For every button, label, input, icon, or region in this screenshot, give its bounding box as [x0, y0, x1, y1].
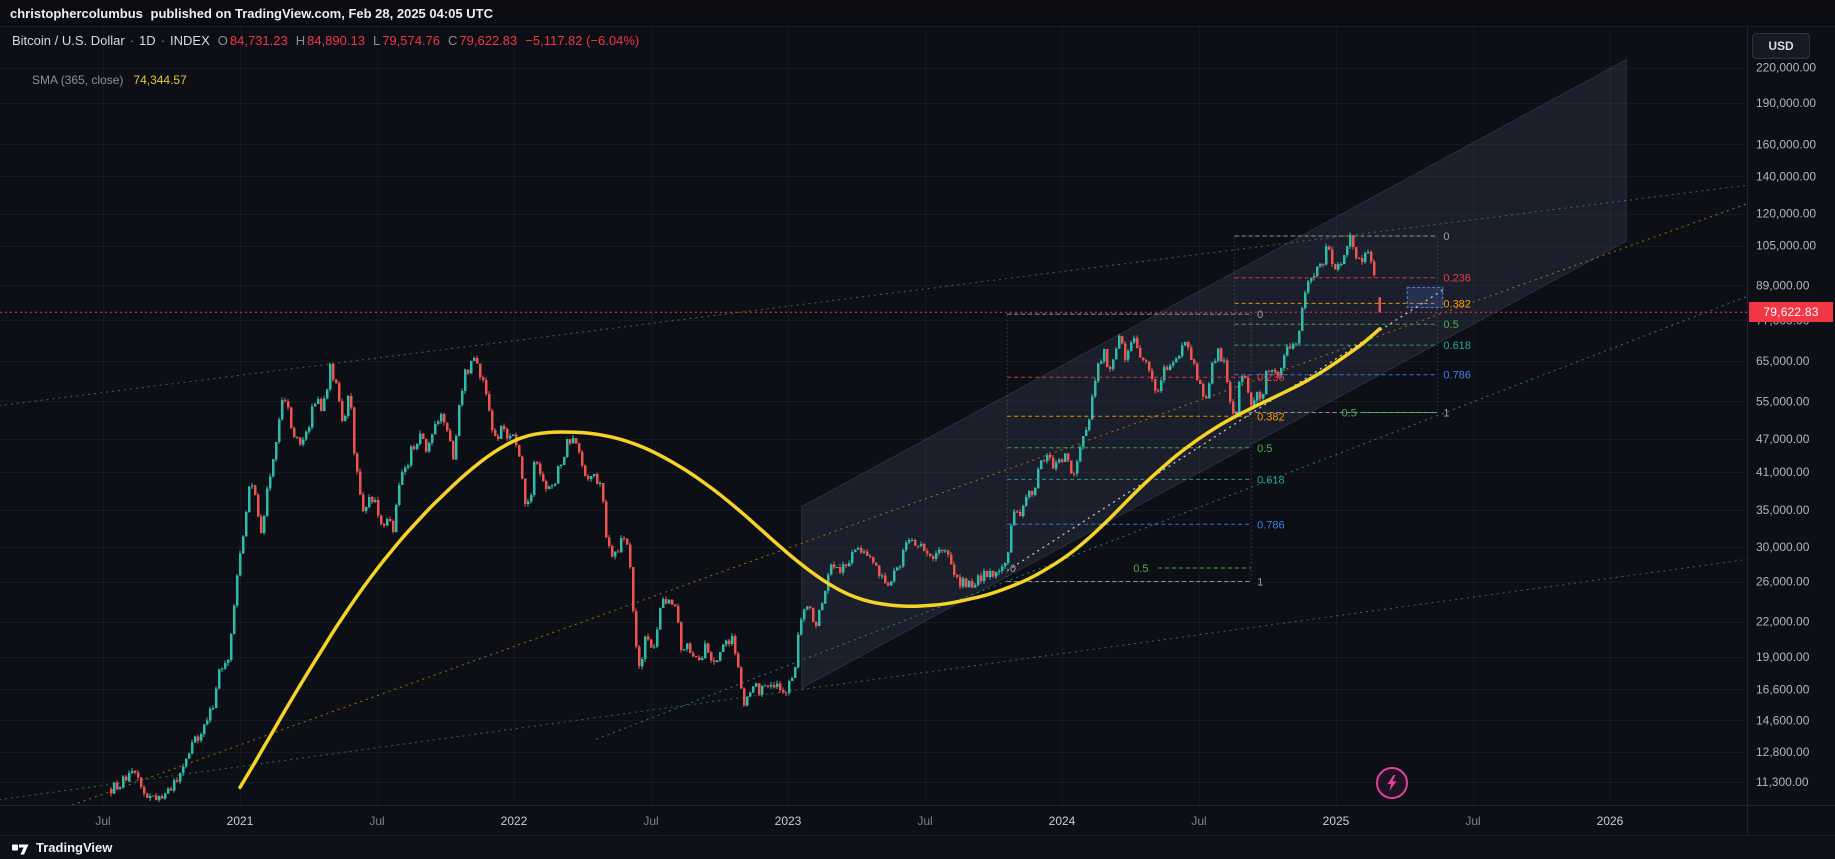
svg-text:16,600.00: 16,600.00 — [1756, 683, 1810, 697]
svg-text:Jul: Jul — [95, 814, 110, 828]
open-value: 84,731.23 — [229, 33, 288, 48]
exchange-label: INDEX — [170, 33, 210, 48]
svg-text:89,000.00: 89,000.00 — [1756, 279, 1810, 293]
publish-bar: christophercolumbus published on Trading… — [0, 0, 1835, 27]
low-value: 79,574.76 — [382, 33, 441, 48]
fib-level-label: 0.786 — [1443, 370, 1471, 382]
svg-text:47,000.00: 47,000.00 — [1756, 432, 1810, 446]
fib-level-label: 0.5 — [1257, 443, 1272, 455]
svg-text:41,000.00: 41,000.00 — [1756, 465, 1810, 479]
change-value: −5,117.82 (−6.04%) — [525, 33, 640, 48]
fib-extra-label: 0.5 — [1133, 563, 1148, 575]
tradingview-brand-text: TradingView — [36, 840, 113, 855]
svg-text:120,000.00: 120,000.00 — [1756, 207, 1816, 221]
boost-button[interactable] — [1376, 767, 1408, 799]
svg-text:2021: 2021 — [227, 814, 254, 828]
fib-level-label: 0.618 — [1257, 474, 1285, 486]
trend-channel — [801, 58, 1627, 689]
sma-value: 74,344.57 — [133, 73, 187, 87]
svg-text:Jul: Jul — [1191, 814, 1206, 828]
svg-text:2022: 2022 — [501, 814, 528, 828]
fib-level-label: 0.618 — [1443, 340, 1471, 352]
svg-text:55,000.00: 55,000.00 — [1756, 394, 1810, 408]
svg-text:35,000.00: 35,000.00 — [1756, 503, 1810, 517]
svg-text:22,000.00: 22,000.00 — [1756, 615, 1810, 629]
fib-extra-label: 0 — [1010, 563, 1016, 575]
svg-text:Jul: Jul — [369, 814, 384, 828]
fib-level-label: 0 — [1257, 309, 1263, 321]
price-axis[interactable]: 220,000.00 190,000.00 160,000.00 140,000.00… — [1756, 61, 1816, 789]
trendlines — [0, 184, 1747, 805]
svg-text:2024: 2024 — [1049, 814, 1076, 828]
sma-legend-label[interactable]: SMA (365, close) — [32, 73, 124, 87]
close-value: 79,622.83 — [459, 33, 518, 48]
grid — [0, 26, 1747, 805]
fib-level-label: 0.236 — [1257, 372, 1285, 384]
footer-bar: TradingView — [0, 835, 1835, 859]
selected-fib-label-box[interactable] — [1406, 286, 1444, 309]
svg-text:65,000.00: 65,000.00 — [1756, 354, 1810, 368]
legend-separator: · — [129, 33, 135, 48]
fib-level-label: 0.236 — [1443, 273, 1471, 285]
svg-text:26,000.00: 26,000.00 — [1756, 575, 1810, 589]
svg-text:Jul: Jul — [917, 814, 932, 828]
svg-text:2023: 2023 — [775, 814, 802, 828]
fib-level-label: 0.382 — [1257, 411, 1285, 423]
svg-text:30,000.00: 30,000.00 — [1756, 540, 1810, 554]
svg-text:11,300.00: 11,300.00 — [1756, 775, 1809, 789]
open-label: O — [217, 33, 228, 48]
fib-level-label: 0 — [1443, 231, 1449, 243]
lightning-bolt-icon — [1387, 775, 1397, 791]
fib-retracement-2: 0 0.236 0.382 0.5 0.618 0.786 1 — [1234, 231, 1471, 420]
fib-level-label: 1 — [1443, 408, 1449, 420]
indicator-legend-row: SMA (365, close) 74,344.57 — [12, 53, 639, 107]
svg-text:190,000.00: 190,000.00 — [1756, 96, 1816, 110]
svg-text:Jul: Jul — [1465, 814, 1480, 828]
last-price-axis-label: 79,622.83 — [1749, 302, 1833, 322]
chart-legend: Bitcoin / U.S. Dollar · 1D · INDEX O 84,731.23… — [12, 32, 639, 107]
svg-text:14,600.00: 14,600.00 — [1756, 713, 1810, 727]
symbol-title[interactable]: Bitcoin / U.S. Dollar — [12, 33, 125, 48]
fib-level-label: 1 — [1257, 577, 1263, 589]
svg-text:12,800.00: 12,800.00 — [1756, 745, 1810, 759]
tradingview-home-link[interactable]: TradingView — [12, 840, 112, 855]
svg-text:2026: 2026 — [1597, 814, 1624, 828]
tradingview-logo-icon — [12, 844, 29, 855]
close-label: C — [448, 33, 458, 48]
symbol-legend-row: Bitcoin / U.S. Dollar · 1D · INDEX O 84,731.23… — [12, 32, 639, 50]
fib-retracement-1: 0 0.236 0.382 0.5 0.618 0.786 1 — [1006, 309, 1285, 589]
high-value: 84,890.13 — [307, 33, 365, 48]
publisher-username: christophercolumbus — [10, 5, 143, 21]
fib-extra-label: 0.5 — [1342, 408, 1357, 420]
svg-text:160,000.00: 160,000.00 — [1756, 137, 1816, 151]
currency-usd-button[interactable]: USD — [1752, 33, 1810, 59]
svg-text:2025: 2025 — [1323, 814, 1350, 828]
candlesticks — [110, 232, 1381, 802]
svg-text:220,000.00: 220,000.00 — [1756, 61, 1816, 75]
svg-text:140,000.00: 140,000.00 — [1756, 170, 1816, 184]
fib-level-label: 0.382 — [1443, 298, 1471, 310]
fib-level-label: 0.5 — [1443, 319, 1458, 331]
fib-level-label: 0.786 — [1257, 519, 1285, 531]
high-label: H — [295, 33, 306, 48]
sma-line — [238, 327, 1382, 790]
low-label: L — [372, 33, 381, 48]
legend-separator: · — [160, 33, 166, 48]
interval-label[interactable]: 1D — [139, 33, 156, 48]
svg-text:19,000.00: 19,000.00 — [1756, 650, 1810, 664]
time-axis[interactable]: Jul 2021 Jul 2022 Jul 2023 Jul 2024 Jul 2025 Jul 20… — [95, 814, 1623, 828]
publish-info: published on TradingView.com, Feb 28, 20… — [146, 5, 493, 21]
svg-text:Jul: Jul — [643, 814, 658, 828]
svg-text:105,000.00: 105,000.00 — [1756, 239, 1816, 253]
